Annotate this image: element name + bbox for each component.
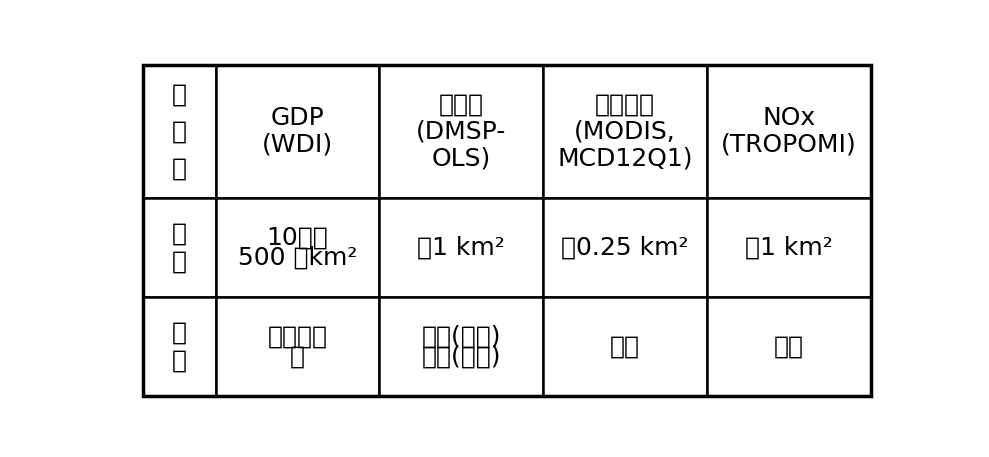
Text: 月次～年: 月次～年 bbox=[267, 324, 327, 349]
Text: 年次(無償): 年次(無償) bbox=[421, 324, 501, 349]
Text: 約1 km²: 約1 km² bbox=[417, 235, 505, 259]
Text: 間: 間 bbox=[172, 249, 187, 273]
Bar bbox=[707, 65, 871, 198]
Text: 能: 能 bbox=[172, 157, 187, 181]
Text: 10～約: 10～約 bbox=[267, 225, 328, 250]
Text: 年次: 年次 bbox=[610, 335, 640, 359]
Bar bbox=[380, 65, 543, 198]
Bar bbox=[142, 297, 216, 396]
Text: 解: 解 bbox=[172, 120, 187, 143]
Text: GDP: GDP bbox=[271, 106, 324, 130]
Bar bbox=[216, 198, 380, 297]
Bar bbox=[707, 198, 871, 297]
Text: 時: 時 bbox=[172, 321, 187, 345]
Text: 日次: 日次 bbox=[774, 335, 804, 359]
Text: 日次(有償): 日次(有償) bbox=[421, 345, 501, 368]
Text: (MODIS,: (MODIS, bbox=[575, 120, 676, 143]
Text: 次: 次 bbox=[290, 345, 305, 368]
Bar bbox=[380, 297, 543, 396]
Text: 夜間光: 夜間光 bbox=[439, 93, 484, 117]
Bar bbox=[543, 297, 707, 396]
Text: 空: 空 bbox=[172, 222, 187, 245]
Bar bbox=[380, 198, 543, 297]
Text: 土地被覆: 土地被覆 bbox=[595, 93, 655, 117]
Text: OLS): OLS) bbox=[432, 146, 491, 170]
Text: NOx: NOx bbox=[763, 106, 816, 130]
Bar bbox=[216, 297, 380, 396]
Text: (TROPOMI): (TROPOMI) bbox=[721, 133, 856, 157]
Text: MCD12Q1): MCD12Q1) bbox=[558, 146, 693, 170]
Text: (WDI): (WDI) bbox=[262, 133, 333, 157]
Bar bbox=[543, 65, 707, 198]
Bar bbox=[543, 198, 707, 297]
Bar bbox=[707, 297, 871, 396]
Bar bbox=[142, 198, 216, 297]
Text: 約0.25 km²: 約0.25 km² bbox=[562, 235, 689, 259]
Text: 間: 間 bbox=[172, 348, 187, 372]
Text: 約1 km²: 約1 km² bbox=[745, 235, 833, 259]
Text: (DMSP-: (DMSP- bbox=[416, 120, 506, 143]
Text: 分: 分 bbox=[172, 83, 187, 106]
Bar bbox=[142, 65, 216, 198]
Bar bbox=[216, 65, 380, 198]
Text: 500 万km²: 500 万km² bbox=[237, 245, 357, 269]
